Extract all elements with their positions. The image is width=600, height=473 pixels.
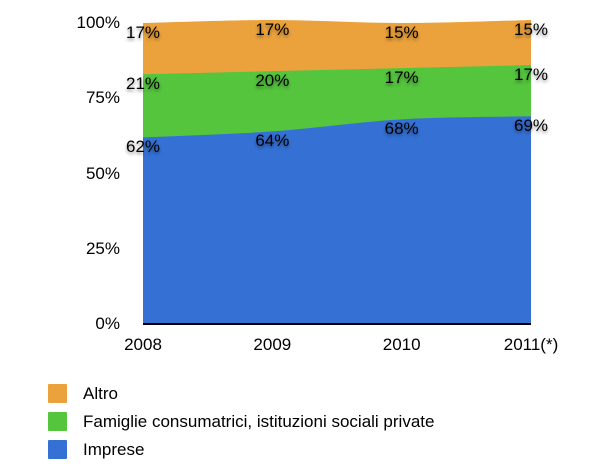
legend-item-altro: Altro: [48, 384, 434, 403]
y-axis-tick-label: 0%: [95, 314, 120, 333]
data-label-altro: 17%: [125, 23, 161, 42]
data-label-imprese: 64%: [255, 131, 290, 151]
area-imprese: [143, 116, 531, 324]
legend-swatch: [48, 412, 67, 431]
legend-label: Famiglie consumatrici, istituzioni socia…: [83, 412, 435, 431]
legend-label: Imprese: [83, 440, 145, 459]
chart-legend: Altro Famiglie consumatrici, istituzioni …: [48, 384, 434, 459]
data-label-famiglie: 17%: [384, 68, 419, 88]
x-axis-tick-label: 2009: [253, 335, 292, 354]
y-axis-tick-label: 25%: [85, 238, 120, 258]
x-axis-tick-label: 2008: [124, 335, 162, 354]
y-axis-tick-label: 50%: [85, 163, 120, 183]
data-label-altro: 15%: [513, 19, 549, 39]
data-label-imprese: 69%: [513, 116, 549, 136]
data-label-famiglie: 20%: [255, 71, 290, 91]
legend-item-imprese: Imprese: [48, 440, 434, 459]
data-label-imprese: 68%: [384, 119, 419, 139]
legend-swatch: [48, 440, 67, 459]
data-label-imprese: 62%: [125, 137, 161, 157]
data-label-altro: 15%: [384, 23, 419, 42]
legend-item-famiglie: Famiglie consumatrici, istituzioni socia…: [48, 412, 434, 431]
data-label-famiglie: 17%: [513, 65, 549, 85]
x-axis-tick-label: 2010: [382, 335, 421, 354]
data-label-famiglie: 21%: [125, 74, 161, 94]
y-axis-tick-label: 100%: [76, 13, 120, 32]
x-axis-tick-label: 2011(*): [503, 335, 559, 354]
data-label-altro: 17%: [255, 19, 290, 39]
legend-swatch: [48, 384, 67, 403]
y-axis-tick-label: 75%: [85, 88, 120, 108]
legend-label: Altro: [83, 384, 118, 403]
